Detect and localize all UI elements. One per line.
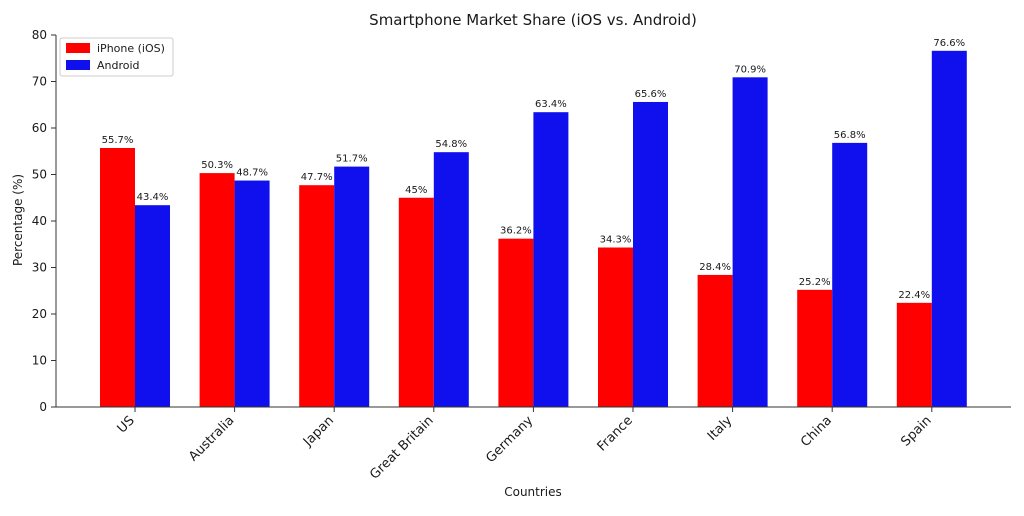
bar-iphone-1 — [199, 173, 235, 407]
data-label-iphone-1: 50.3% — [201, 160, 233, 171]
data-label-android-2: 51.7% — [336, 154, 368, 165]
data-label-android-3: 54.8% — [435, 139, 467, 150]
bar-android-3 — [433, 152, 469, 407]
bar-iphone-6 — [697, 274, 733, 407]
x-tick-label-7: China — [798, 413, 835, 450]
data-label-android-8: 76.6% — [933, 38, 965, 49]
bar-iphone-8 — [896, 302, 932, 407]
legend-swatch-iphone — [66, 43, 90, 53]
bars-group — [100, 50, 967, 408]
bar-iphone-4 — [498, 238, 534, 407]
legend-label-android: Android — [97, 59, 140, 72]
legend-label-iphone: iPhone (iOS) — [97, 42, 165, 55]
x-tick-label-6: Italy — [705, 413, 736, 444]
x-tick-label-1: Australia — [186, 413, 237, 464]
x-tick-label-8: Spain — [898, 413, 934, 449]
data-label-iphone-2: 47.7% — [301, 172, 333, 183]
bar-iphone-0 — [100, 147, 135, 407]
y-tick-label: 0 — [39, 400, 47, 414]
chart-title: Smartphone Market Share (iOS vs. Android… — [369, 11, 697, 29]
data-label-iphone-4: 36.2% — [500, 226, 532, 237]
data-label-iphone-3: 45% — [405, 185, 427, 196]
x-tick-label-3: Great Britain — [367, 413, 436, 482]
bar-android-8 — [931, 50, 967, 408]
x-tick-label-0: US — [115, 413, 138, 436]
y-axis-label: Percentage (%) — [11, 174, 25, 266]
data-label-android-5: 65.6% — [635, 89, 667, 100]
y-tick-label: 60 — [32, 121, 47, 135]
x-tick-label-2: Japan — [300, 413, 337, 450]
y-axis: 0 10 20 30 40 50 60 70 80 — [32, 28, 57, 414]
x-tick-label-4: Germany — [483, 413, 536, 466]
data-label-android-1: 48.7% — [236, 168, 268, 179]
bar-iphone-3 — [398, 197, 434, 407]
data-labels-group: 55.7% 50.3% 47.7% 45% 36.2% 34.3% 28.4% 25.2% 22… — [102, 38, 966, 301]
data-label-android-7: 56.8% — [834, 130, 866, 141]
x-axis-label: Countries — [504, 485, 562, 499]
bar-iphone-2 — [299, 185, 335, 407]
data-label-iphone-5: 34.3% — [600, 235, 632, 246]
bar-android-2 — [334, 166, 370, 407]
bar-android-6 — [732, 77, 768, 407]
data-label-android-0: 43.4% — [137, 192, 169, 203]
data-label-android-4: 63.4% — [535, 99, 567, 110]
data-label-iphone-7: 25.2% — [799, 277, 831, 288]
legend-swatch-android — [66, 60, 90, 70]
data-label-android-6: 70.9% — [734, 64, 766, 75]
data-label-iphone-0: 55.7% — [102, 135, 134, 146]
bar-android-0 — [135, 205, 170, 407]
bar-android-7 — [832, 142, 868, 407]
bar-iphone-5 — [598, 247, 633, 407]
bar-android-5 — [633, 101, 668, 408]
y-tick-label: 20 — [32, 307, 47, 321]
bar-iphone-7 — [797, 289, 833, 407]
y-tick-label: 80 — [32, 28, 47, 42]
y-tick-label: 10 — [32, 354, 47, 368]
y-tick-label: 40 — [32, 214, 47, 228]
x-axis: US Australia Japan Great Britain Germany Fran… — [56, 406, 1011, 483]
bar-android-1 — [234, 180, 270, 407]
y-tick-label: 50 — [32, 168, 47, 182]
bar-android-4 — [533, 112, 569, 407]
x-tick-label-5: France — [595, 413, 636, 454]
data-label-iphone-8: 22.4% — [898, 290, 930, 301]
y-tick-label: 70 — [32, 75, 47, 89]
legend: iPhone (iOS) Android — [59, 37, 174, 77]
y-tick-label: 30 — [32, 261, 47, 275]
data-label-iphone-6: 28.4% — [699, 262, 731, 273]
